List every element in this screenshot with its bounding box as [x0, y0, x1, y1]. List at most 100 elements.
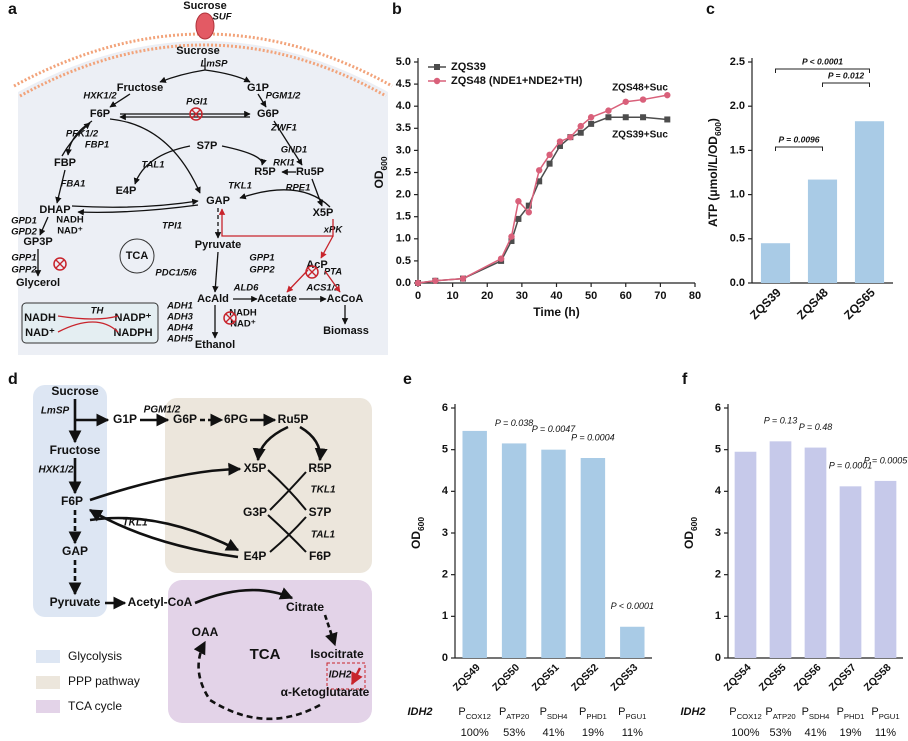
- x-tick-label: 10: [447, 290, 459, 302]
- p-value: P = 0.48: [799, 422, 832, 432]
- panel-label: d: [8, 371, 18, 388]
- arrow: [221, 145, 267, 166]
- promoter: PPGU1: [871, 706, 899, 721]
- diagram-a-label: ADH3: [166, 312, 194, 323]
- bar: [807, 179, 838, 283]
- arrow: [320, 235, 334, 259]
- y-tick-label: 1.5: [396, 211, 411, 223]
- annotation: ZQS39+Suc: [612, 130, 668, 141]
- x-tick-label: 40: [550, 290, 562, 302]
- x-tick-label: 20: [481, 290, 493, 302]
- membrane-inner: [19, 43, 387, 98]
- diagram-d-label: Citrate: [286, 600, 324, 614]
- marker: [535, 167, 543, 174]
- x-axis-label: Time (h): [533, 305, 579, 319]
- diagram-a-label: NAD⁺: [230, 319, 256, 330]
- diagram-a-label: RKI1: [273, 158, 295, 169]
- diagram-a-label: E4P: [116, 185, 137, 197]
- diagram-d-label: Pyruvate: [50, 595, 101, 609]
- p-value: P = 0.0004: [571, 432, 614, 442]
- y-tick-label: 0: [442, 652, 448, 664]
- marker: [508, 233, 515, 240]
- diagram-a-label: GND1: [281, 145, 307, 156]
- diagram-a-label: ADH1: [166, 301, 193, 312]
- p-value: P = 0.038: [495, 418, 533, 428]
- arrow: [77, 204, 199, 216]
- legend-label: TCA cycle: [68, 699, 122, 713]
- legend-marker: [433, 77, 441, 85]
- diagram-a-label: Sucrose: [183, 0, 226, 12]
- diagram-a-label: TH: [91, 306, 105, 317]
- diagram-a-label: Sucrose: [176, 45, 219, 57]
- diagram-d-label: TAL1: [311, 530, 336, 541]
- diagram-d-label: HXK1/2: [38, 465, 73, 476]
- marker: [497, 255, 505, 262]
- diagram-a-label: GPD2: [11, 227, 38, 238]
- legend-swatch: [36, 700, 60, 713]
- y-tick-label: 0.5: [730, 233, 745, 245]
- diagram-d-label: Ru5P: [278, 412, 309, 426]
- percentage: 53%: [769, 727, 791, 739]
- promoter: PATP20: [499, 706, 529, 721]
- diagram-a-label: AcCoA: [327, 293, 364, 305]
- diagram-a-label: ALD6: [233, 283, 260, 294]
- diagram-a-label: R5P: [254, 166, 275, 178]
- bracket: [775, 146, 823, 151]
- marker: [577, 129, 584, 136]
- diagram-a-label: ZWF1: [270, 123, 297, 134]
- diagram-d-label: Sucrose: [51, 384, 99, 398]
- marker: [622, 98, 629, 105]
- diagram-a-label: Pyruvate: [195, 239, 241, 251]
- diagram-d-label: TCA: [250, 646, 281, 663]
- marker: [639, 96, 647, 103]
- arrow: [212, 251, 219, 293]
- percentage: 100%: [461, 727, 489, 739]
- diagram-d-label: LmSP: [41, 406, 70, 417]
- diagram-a-label: S7P: [197, 140, 218, 152]
- marker: [546, 160, 553, 167]
- diagram-a-label: PTA: [324, 267, 342, 278]
- y-tick-label: 1: [715, 610, 721, 622]
- x-tick-label: ZQS49: [451, 661, 483, 693]
- p-value: P = 0.012: [828, 70, 865, 80]
- bar: [769, 441, 792, 658]
- marker: [432, 277, 439, 284]
- arrow: [311, 178, 324, 207]
- diagram-a-label: GPP2: [11, 265, 37, 276]
- panel-label: f: [682, 371, 688, 388]
- marker: [622, 114, 629, 121]
- diagram-a-label: G1P: [247, 82, 269, 94]
- diagram-a-label: PDC1/5/6: [155, 268, 197, 279]
- y-tick-label: 4.5: [396, 78, 411, 90]
- diagram-a-label: GP3P: [23, 236, 52, 248]
- marker: [556, 142, 563, 149]
- arrow: [89, 462, 242, 502]
- y-axis-label: OD600: [409, 517, 426, 549]
- p-value: P = 0.0047: [532, 424, 576, 434]
- arrow: [193, 640, 321, 721]
- y-axis-label: ATP (μmol/L/OD600): [706, 118, 723, 227]
- x-tick-label: ZQS56: [792, 661, 824, 693]
- bar: [620, 626, 645, 658]
- diagram-a-label: NAD⁺: [57, 226, 83, 237]
- p-value: P = 0.13: [764, 416, 797, 426]
- y-tick-label: 4.0: [396, 100, 411, 112]
- diagram-a-label: Glycerol: [16, 277, 60, 289]
- y-tick-label: 1: [442, 610, 448, 622]
- promoter: PCOX12: [458, 706, 491, 721]
- arrow: [109, 93, 131, 108]
- arrow: [57, 321, 119, 333]
- bracket: [822, 82, 870, 87]
- panel-label: b: [392, 1, 402, 18]
- diagram-d-label: Fructose: [50, 443, 101, 457]
- p-value: P < 0.0001: [802, 56, 843, 66]
- diagram-d-label: F6P: [61, 494, 83, 508]
- diagram-d-label: TKL1: [311, 485, 336, 496]
- diagram-a-label: F6P: [90, 108, 110, 120]
- y-tick-label: 4: [442, 485, 449, 497]
- marker: [605, 114, 612, 121]
- y-tick-label: 6: [442, 402, 448, 414]
- knockout: [307, 267, 317, 277]
- bar: [839, 486, 862, 658]
- tca-circle: [119, 238, 155, 274]
